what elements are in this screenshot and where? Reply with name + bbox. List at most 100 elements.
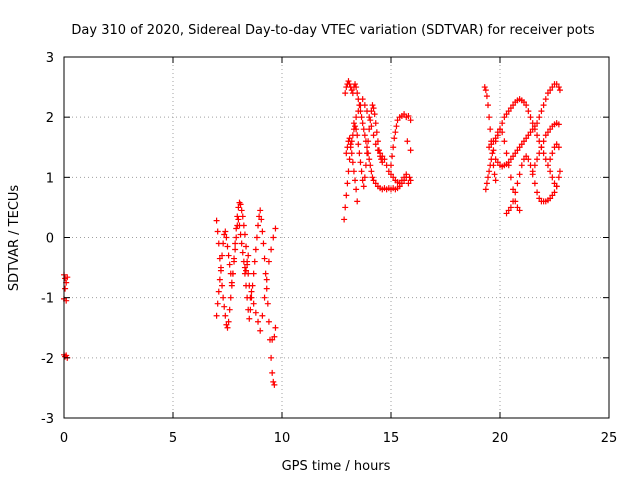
data-point [360,126,367,133]
data-point [350,168,357,175]
x-tick-label: 10 [274,431,291,446]
data-point [381,156,388,163]
data-point [235,216,242,223]
data-point [487,126,494,133]
data-point [257,327,264,334]
data-point [238,207,245,214]
y-tick-label: 1 [46,171,54,186]
data-point [486,144,493,151]
y-tick-label: 0 [46,232,54,247]
data-point [487,162,494,169]
data-point [62,285,69,292]
y-tick-label: -2 [41,352,54,367]
data-point [403,171,410,178]
data-point [248,294,255,301]
data-point [268,354,275,361]
data-point [346,81,353,88]
data-point [352,81,359,88]
y-tick-label: 2 [46,111,54,126]
data-point [243,243,250,250]
data-point [520,99,527,106]
data-point [370,177,377,184]
data-point [512,189,519,196]
data-point [232,240,239,247]
data-point [492,177,499,184]
data-point [217,264,224,271]
y-tick-label: 3 [46,51,54,66]
data-point [229,270,236,277]
data-point [501,114,508,121]
data-point [407,117,414,124]
data-point [510,198,517,205]
axis-ticks [63,56,610,419]
data-point [221,303,228,310]
data-point [491,171,498,178]
data-point [536,150,543,157]
grid-lines [64,57,609,418]
data-point [507,204,514,211]
data-point [246,315,253,322]
data-point [547,156,554,163]
data-point [531,123,538,130]
data-point [536,195,543,202]
data-point [523,102,530,109]
data-point [348,87,355,94]
data-point [269,336,276,343]
data-point [388,162,394,169]
data-point [272,225,279,232]
data-point [270,378,277,385]
data-point [512,150,519,157]
data-point [503,111,510,118]
data-point [374,138,381,145]
data-point [355,108,362,115]
data-point [220,240,227,247]
data-point [485,174,492,181]
data-point [507,174,514,181]
data-point [359,120,366,127]
y-axis-label: SDTVAR / TECUs [7,185,22,292]
data-point [345,168,352,175]
data-point [354,90,361,97]
data-point [390,174,397,181]
data-point [354,198,361,205]
data-point [494,132,501,139]
data-point [510,102,517,109]
data-point [490,138,497,145]
data-point [534,132,541,139]
data-point [247,306,254,313]
data-point [486,168,493,175]
data-point [407,177,414,184]
data-point [255,318,262,325]
data-point [542,96,549,103]
data-point [240,258,247,265]
data-point [360,183,367,190]
data-point [238,240,245,247]
data-point [547,168,554,175]
x-tick-label: 20 [492,431,509,446]
data-point [547,195,554,202]
data-point [226,261,233,268]
data-point [503,210,510,217]
y-tick-labels: -3 -2 -1 0 1 2 3 [41,51,54,427]
data-point [361,102,368,109]
data-point [379,159,386,166]
data-point [540,138,547,145]
data-point [482,186,489,193]
data-point [263,276,270,283]
data-point [370,105,377,112]
data-point [507,156,514,163]
data-point [243,282,250,289]
data-point [222,312,229,319]
data-point [520,138,527,145]
data-point [486,114,493,121]
data-point [492,156,499,163]
data-point [547,126,554,133]
data-point [226,306,233,313]
data-point [346,135,353,142]
data-point [549,84,556,91]
data-point [369,102,376,109]
data-point [510,186,517,193]
data-point [510,153,517,160]
data-point [392,129,399,136]
data-point [361,174,368,181]
